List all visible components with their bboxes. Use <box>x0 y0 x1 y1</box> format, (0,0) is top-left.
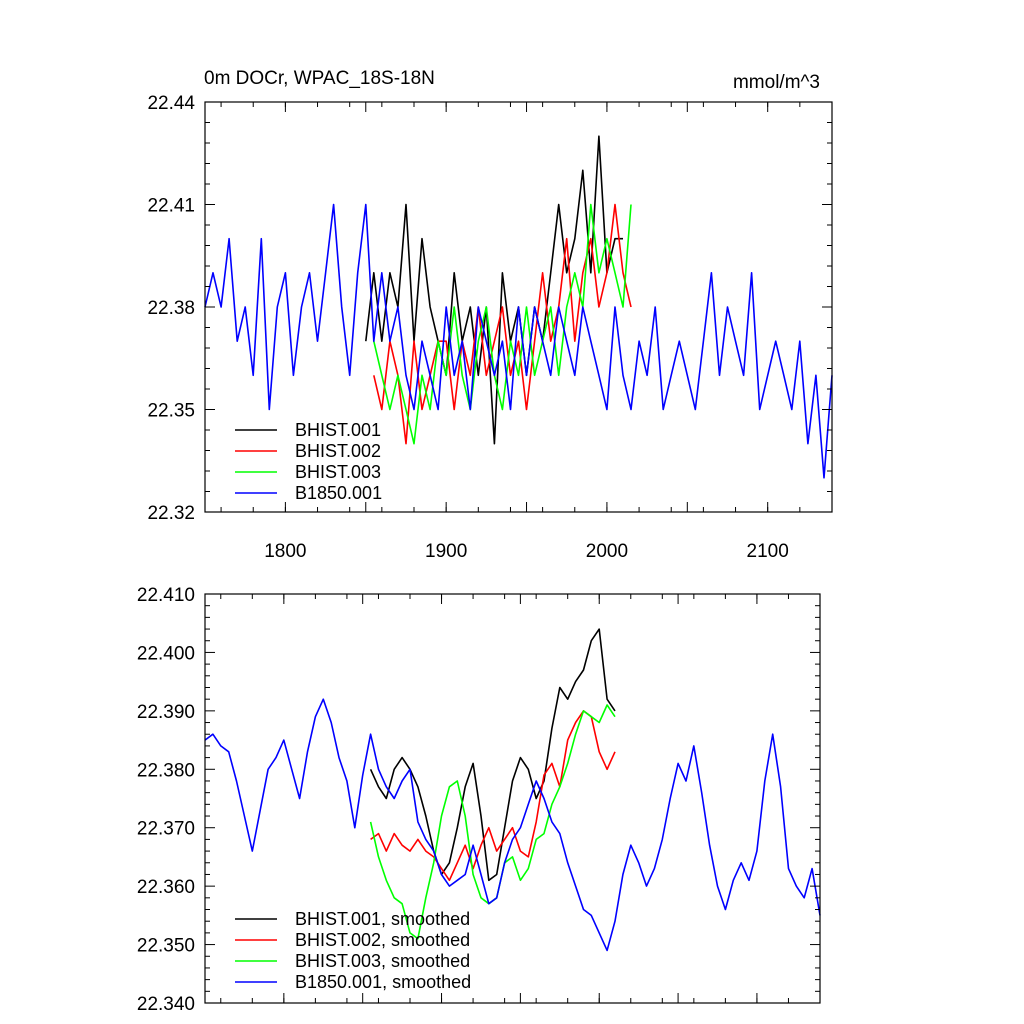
series-line-2 <box>370 710 616 882</box>
legend-label-4: B1850.001, smoothed <box>295 972 471 992</box>
y-tick-label: 22.35 <box>147 401 195 422</box>
bottom-panel: 22.340 22.350 22.360 22.370 22.380 22.390 22.4… <box>137 585 821 1015</box>
x-tick-label: 2000 <box>586 541 628 562</box>
y-tick-label: 22.360 <box>137 877 195 898</box>
series-line-2 <box>373 203 632 445</box>
y-tick-label: 22.44 <box>147 93 195 114</box>
legend-label-3: BHIST.003 <box>295 462 381 482</box>
plot-frame <box>204 593 821 1004</box>
y-tick-label: 22.340 <box>137 994 195 1015</box>
y-tick-label: 22.380 <box>137 760 195 781</box>
legend-label-2: BHIST.002 <box>295 441 381 461</box>
top-panel-units: mmol/m^3 <box>733 72 820 93</box>
series-line-1 <box>369 628 616 882</box>
legend-label-1: BHIST.001, smoothed <box>295 909 470 929</box>
legend-label-4: B1850.001 <box>295 483 382 503</box>
x-tick-label: 2100 <box>747 541 789 562</box>
y-tick-label: 22.32 <box>147 503 195 524</box>
legend-label-1: BHIST.001 <box>295 420 381 440</box>
top-panel: 0m DOCr, WPAC_18S-18N mmol/m^3 22.32 22.3… <box>147 68 833 562</box>
series-line-1 <box>365 135 623 445</box>
legend-label-3: BHIST.003, smoothed <box>295 951 470 971</box>
y-tick-label: 22.38 <box>147 298 195 319</box>
legend-label-2: BHIST.002, smoothed <box>295 930 470 950</box>
y-tick-label: 22.41 <box>147 196 195 217</box>
x-tick-label: 1800 <box>264 541 306 562</box>
series-line-4 <box>204 203 833 479</box>
y-tick-label: 22.390 <box>137 702 195 723</box>
top-panel-title: 0m DOCr, WPAC_18S-18N <box>204 68 435 89</box>
y-tick-label: 22.350 <box>137 936 195 957</box>
y-tick-label: 22.410 <box>137 585 195 606</box>
series-line-4 <box>204 698 821 952</box>
y-tick-label: 22.370 <box>137 819 195 840</box>
x-tick-label: 1900 <box>425 541 467 562</box>
series-line-3 <box>373 203 632 445</box>
y-tick-label: 22.400 <box>137 643 195 664</box>
